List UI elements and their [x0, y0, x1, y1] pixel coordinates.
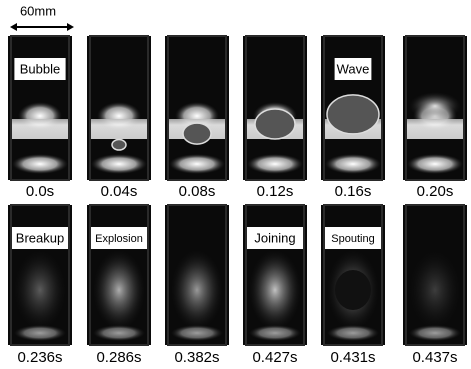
frame: Wave	[321, 36, 385, 180]
time-label: 0.08s	[179, 183, 216, 200]
time-label: 0.427s	[252, 349, 297, 366]
time-label: 0.286s	[96, 349, 141, 366]
wave	[409, 92, 461, 120]
frame	[243, 36, 307, 180]
bottom-glow	[91, 154, 147, 174]
bottom-glow	[14, 325, 66, 341]
bottom-glow	[12, 154, 68, 174]
bottom-glow	[249, 325, 301, 341]
bottom-glow	[327, 325, 379, 341]
scale-label: 60mm	[20, 3, 56, 18]
mist	[171, 250, 223, 330]
frame: Explosion	[87, 205, 151, 345]
frame	[165, 36, 229, 180]
bottom-glow	[409, 325, 461, 341]
time-label: 0.16s	[335, 183, 372, 200]
bottom-glow	[93, 325, 145, 341]
figure: 60mm Bubble 0.0s 0.04s 0.08s 0.12s Wave 0.16s 0…	[0, 0, 471, 369]
light-band	[407, 119, 463, 139]
time-label: 0.20s	[417, 183, 454, 200]
time-label: 0.437s	[412, 349, 457, 366]
bottom-glow	[247, 154, 303, 174]
time-label: 0.382s	[174, 349, 219, 366]
mist	[249, 250, 301, 330]
mist	[409, 250, 461, 330]
time-label: 0.236s	[17, 349, 62, 366]
bubble	[183, 123, 211, 144]
bubble	[255, 109, 295, 139]
dark-core	[335, 270, 371, 310]
bubble	[327, 95, 379, 134]
frame: Breakup	[8, 205, 72, 345]
frame: Spouting	[321, 205, 385, 345]
frame-label: Explosion	[95, 233, 143, 245]
frame-label: Bubble	[20, 61, 60, 76]
time-label: 0.04s	[101, 183, 138, 200]
frame	[165, 205, 229, 345]
bottom-glow	[407, 154, 463, 174]
time-label: 0.431s	[330, 349, 375, 366]
frame	[403, 205, 467, 345]
frame-label: Breakup	[16, 230, 64, 245]
light-band	[12, 119, 68, 139]
frame: Bubble	[8, 36, 72, 180]
frame: Joining	[243, 205, 307, 345]
bottom-glow	[325, 154, 381, 174]
time-label: 0.0s	[26, 183, 54, 200]
time-label: 0.12s	[257, 183, 294, 200]
frame-label: Joining	[254, 230, 295, 245]
frame	[403, 36, 467, 180]
mist	[14, 250, 66, 330]
frame-label: Wave	[337, 61, 370, 76]
bottom-glow	[171, 325, 223, 341]
bubble	[112, 140, 126, 151]
mist	[93, 250, 145, 330]
light-band	[91, 119, 147, 139]
frame-label: Spouting	[331, 233, 374, 245]
frame	[87, 36, 151, 180]
bottom-glow	[169, 154, 225, 174]
